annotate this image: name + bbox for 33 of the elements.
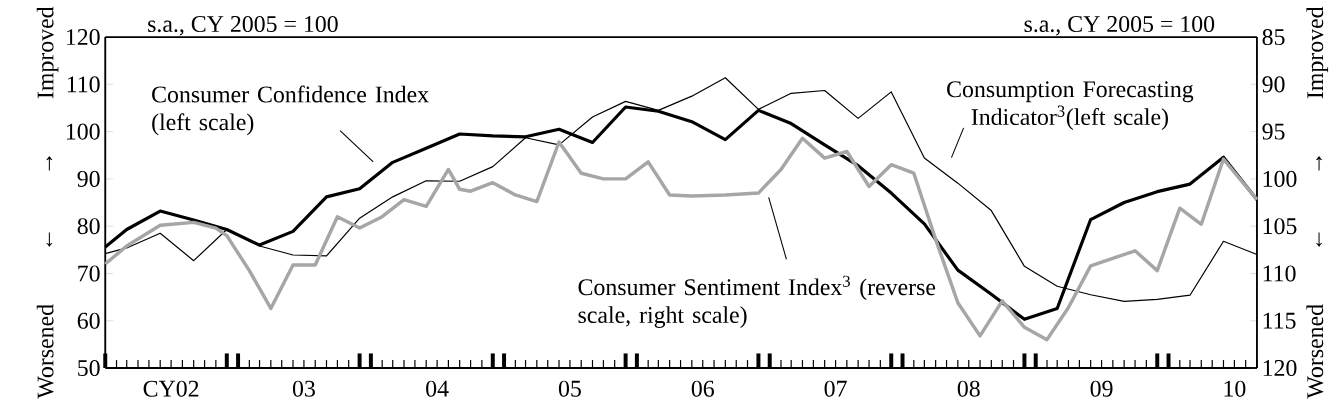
y2-tick-label: 115	[1263, 312, 1296, 329]
y2-axis-title: Worsened ← → Improved	[1306, 6, 1329, 399]
y-tick-label: 110	[67, 76, 100, 93]
line-series	[103, 136, 1259, 342]
y2-tick-label: 100	[1263, 170, 1297, 187]
x-tick-label: CY02	[143, 380, 199, 397]
x-tick-label: 10	[1224, 380, 1246, 397]
y2-tick-label: 105	[1263, 218, 1297, 235]
series-label: Consumption Forecasting Indicator$^{3}$(left scale)	[947, 81, 1194, 130]
x-tick-label: 07	[824, 380, 847, 397]
y2-tick-label: 110	[1263, 265, 1296, 282]
y-axis-title: Worsened ← → Improved	[36, 6, 59, 399]
y-tick-label: 80	[77, 218, 100, 235]
y2-tick-label: 120	[1263, 359, 1297, 377]
y2-tick-label: 85	[1262, 29, 1285, 46]
x-tick-label: 09	[1090, 380, 1113, 397]
x-tick-label: 08	[957, 380, 980, 397]
text: Consumer Sentiment Index$^{3}$ (reverse scale, right scale)	[578, 275, 936, 328]
x-tick-label: 06	[691, 380, 714, 397]
y-tick-label: 100	[66, 123, 100, 140]
y2-tick-label: 95	[1262, 123, 1285, 140]
x-tick-label: 05	[558, 380, 581, 397]
y2-tick-label: 90	[1262, 76, 1285, 93]
y-tick-label: 60	[77, 312, 100, 329]
text: s.a., CY 2005 = 100	[1024, 15, 1215, 36]
y-tick-label: 50	[78, 359, 100, 377]
series-label: Consumer Confidence Index (left scale)	[152, 85, 429, 136]
y-tick-label: 70	[78, 265, 100, 282]
text: s.a., CY 2005 = 100	[148, 15, 338, 36]
x-tick-label: 03	[292, 380, 315, 397]
y-tick-label: 90	[77, 170, 100, 187]
x-tick-label: 04	[426, 380, 449, 397]
y-tick-label: 120	[66, 29, 100, 46]
